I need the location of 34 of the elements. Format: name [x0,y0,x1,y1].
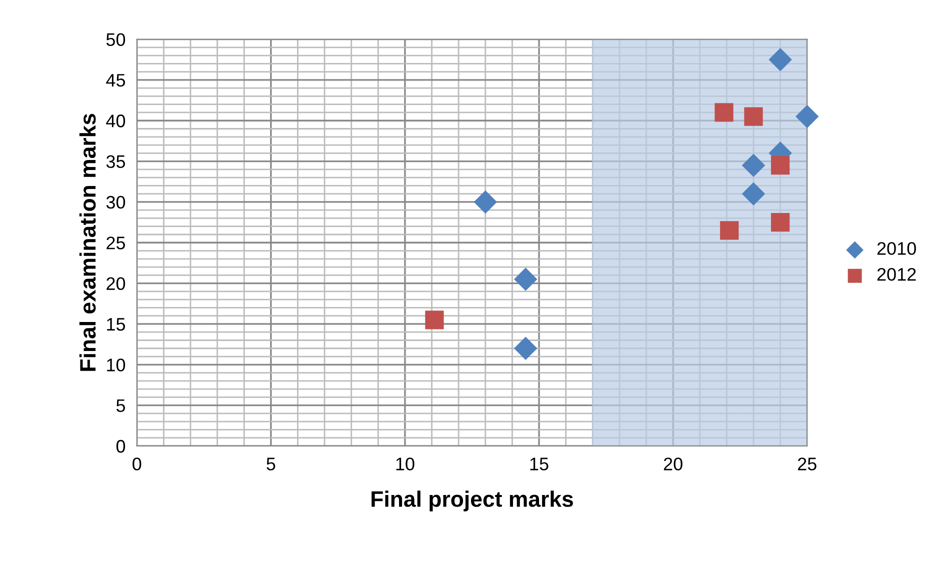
point [742,182,766,206]
y-tick-label: 40 [106,114,126,128]
y-tick-label: 20 [106,277,126,290]
x-tick-label: 0 [132,458,142,470]
y-tick-label: 15 [107,318,126,331]
y-tick-label: 25 [106,236,126,250]
point [474,190,498,214]
legend-label: 2012 [877,268,916,281]
point [770,156,790,175]
y-tick-label: 0 [116,440,126,453]
point [770,212,790,232]
x-tick-label: 15 [530,458,548,470]
point [744,107,763,126]
point [742,154,766,177]
y-tick-label: 30 [106,196,126,209]
x-tick-label: 10 [396,458,414,470]
point [514,268,538,291]
point [768,48,792,72]
x-tick-label: 5 [266,458,276,470]
legend-label: 2010 [877,242,916,255]
point [425,310,444,330]
y-tick-label: 5 [116,399,126,412]
point [714,103,734,122]
y-axis-title: Final examination marks [79,114,96,371]
x-tick-label: 25 [798,458,816,470]
y-tick-label: 45 [106,74,126,87]
point [720,221,739,240]
y-tick-label: 50 [106,33,126,46]
x-axis-title: Final project marks [372,490,573,512]
y-tick-label: 35 [106,155,126,168]
point [514,336,538,360]
x-tick-label: 20 [664,458,682,470]
point [796,104,819,128]
y-tick-label: 10 [107,358,126,372]
